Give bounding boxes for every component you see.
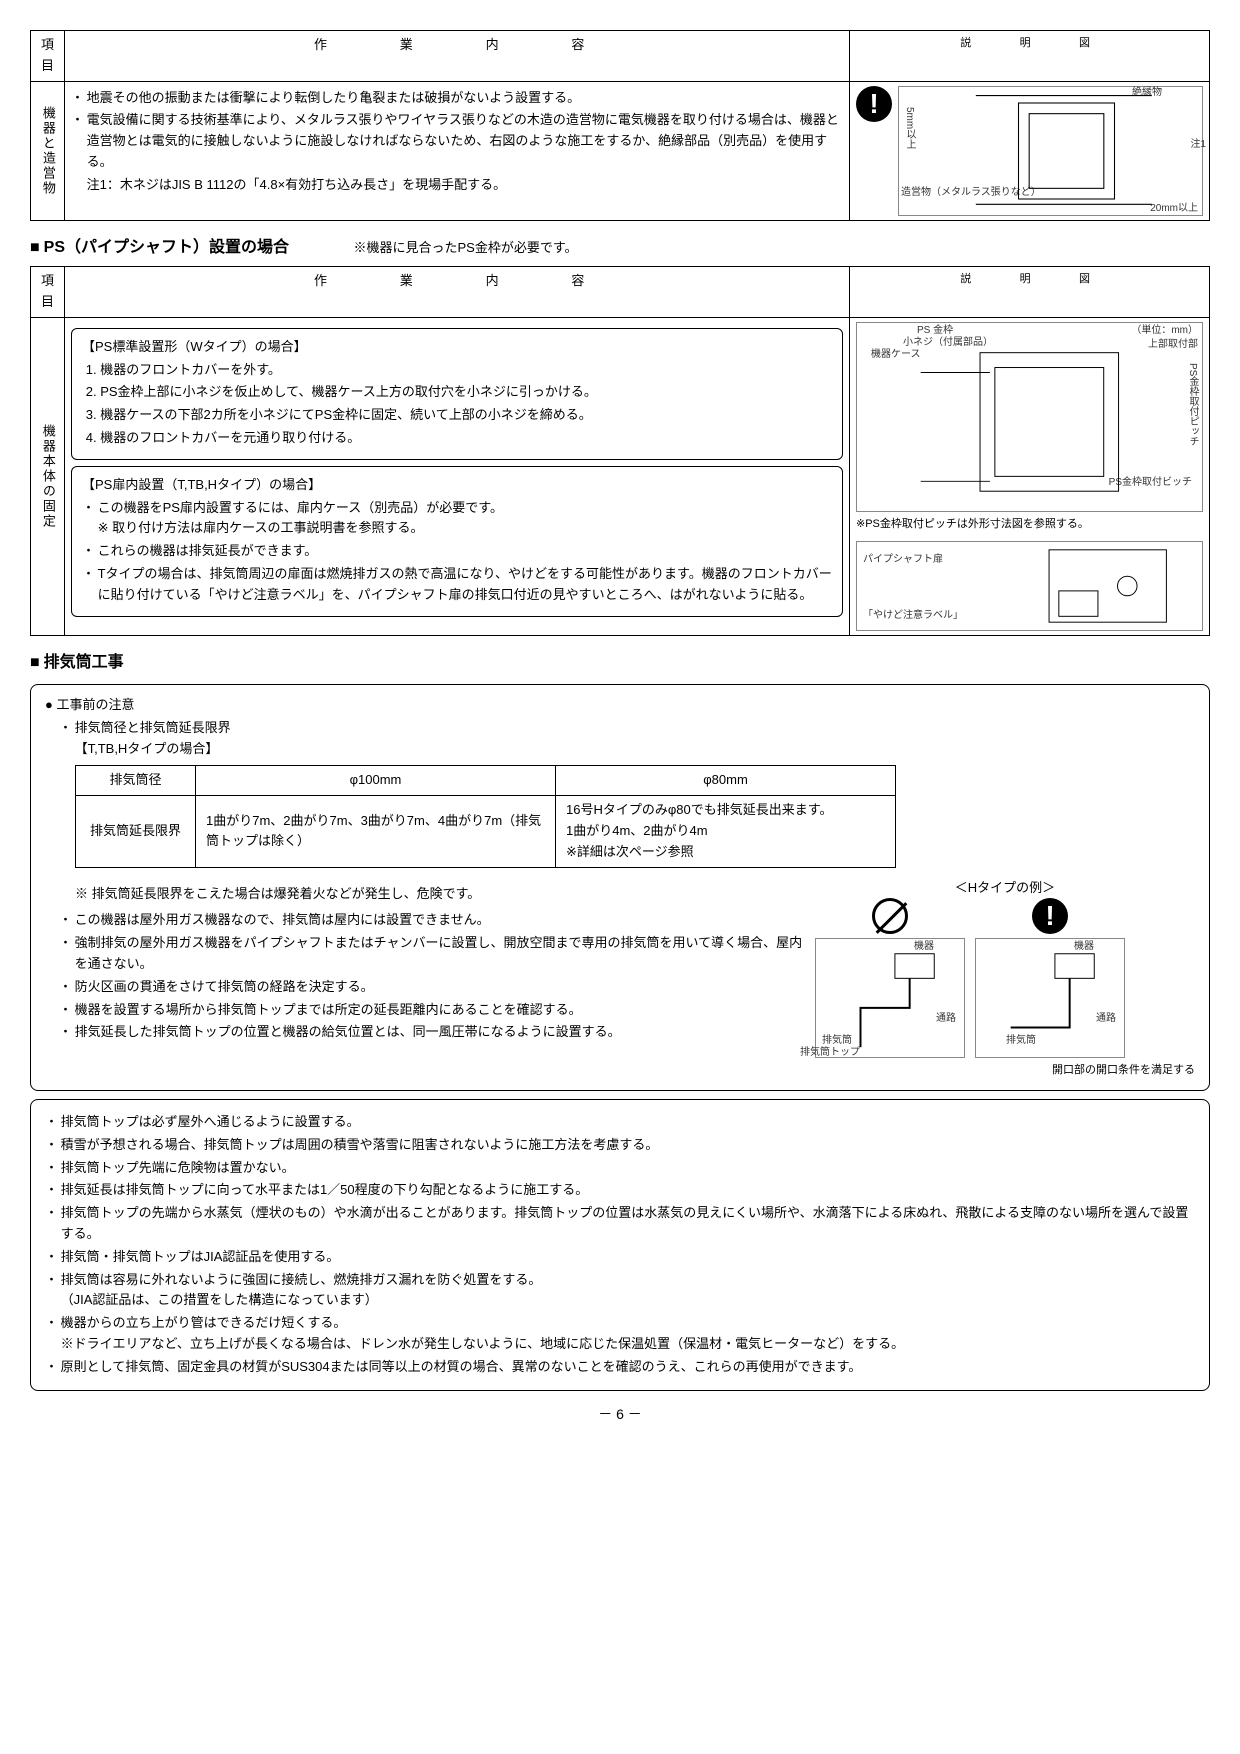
ps-section: PS（パイプシャフト）設置の場合 ※機器に見合ったPS金枠が必要です。: [30, 235, 1210, 261]
t1-b2: 電気設備に関する技術基準により、メタルラス張りやワイヤラス張りなどの木造の造営物…: [71, 110, 843, 172]
t2-diagram-cell: PS 金枠 小ネジ（付属部品） 機器ケース （単位：mm） 上部取付部 PS金枠…: [850, 317, 1210, 636]
exhaust-limit-table: 排気筒径 φ100mm φ80mm 排気筒延長限界 1曲がり7m、2曲がり7m、…: [75, 765, 896, 867]
t2-box1: 【PS標準設置形（Wタイプ）の場合】 機器のフロントカバーを外す。 PS金枠上部…: [71, 328, 843, 460]
list-item: 積雪が予想される場合、排気筒トップは周囲の積雪や落雪に阻害されないように施工方法…: [45, 1135, 1195, 1156]
t1-note1: 注1：木ネジはJIS B 1112の「4.8×有効打ち込み長さ」を現場手配する。: [87, 175, 843, 196]
t2-box1-title: 【PS標準設置形（Wタイプ）の場合】: [82, 337, 832, 358]
t2-h-item: 項目: [31, 267, 65, 318]
t2-h-work: 作 業 内 容: [65, 267, 850, 318]
t2-h-diag: 説 明 図: [850, 267, 1210, 318]
t1-h-item: 項目: [31, 31, 65, 82]
mid-bullets: この機器は屋外用ガス機器なので、排気筒は屋内には設置できません。強制排気の屋外用…: [59, 910, 805, 1043]
list-item: 機器を設置する場所から排気筒トップまでは所定の延長距離内にあることを確認する。: [59, 1000, 805, 1021]
t2-d1-note: ※PS金枠取付ピッチは外形寸法図を参照する。: [856, 516, 1203, 534]
table-equipment-building: 項目 作 業 内 容 説 明 図 機器と造営物 地震その他の振動または衝撃により…: [30, 30, 1210, 221]
t2-box2-title: 【PS扉内設置（T,TB,Hタイプ）の場合】: [82, 475, 832, 496]
t2-diagram2: パイプシャフト扉 「やけど注意ラベル」: [856, 541, 1203, 631]
list-item: 排気筒は容易に外れないように強固に接続し、燃焼排ガス漏れを防ぐ処置をする。 （J…: [45, 1270, 1195, 1312]
t1-h-diag: 説 明 図: [850, 31, 1210, 82]
t1-row-item: 機器と造営物: [31, 81, 65, 220]
t2-diagram1: PS 金枠 小ネジ（付属部品） 機器ケース （単位：mm） 上部取付部 PS金枠…: [856, 322, 1203, 512]
t2-work-cell: 【PS標準設置形（Wタイプ）の場合】 機器のフロントカバーを外す。 PS金枠上部…: [65, 317, 850, 636]
list-item: 排気延長した排気筒トップの位置と機器の給気位置とは、同一風圧帯になるように設置す…: [59, 1022, 805, 1043]
list-item: 強制排気の屋外用ガス機器をパイプシャフトまたはチャンバーに設置し、開放空間まで専…: [59, 933, 805, 975]
list-item: 排気筒トップは必ず屋外へ通じるように設置する。: [45, 1112, 1195, 1133]
warning-icon: !: [856, 86, 892, 122]
mid-note: ※ 排気筒延長限界をこえた場合は爆発着火などが発生し、危険です。: [75, 884, 805, 905]
t1-h-work: 作 業 内 容: [65, 31, 850, 82]
list-item: 排気筒トップ先端に危険物は置かない。: [45, 1158, 1195, 1179]
exhaust-box2: 排気筒トップは必ず屋外へ通じるように設置する。積雪が予想される場合、排気筒トップ…: [30, 1099, 1210, 1391]
list-item: 排気延長は排気筒トップに向って水平または1／50程度の下り勾配となるように施工す…: [45, 1180, 1195, 1201]
list-item: 排気筒・排気筒トップはJIA認証品を使用する。: [45, 1247, 1195, 1268]
list-item: 防火区画の貫通をさけて排気筒の経路を決定する。: [59, 977, 805, 998]
warning-icon-2: !: [1032, 898, 1068, 934]
prohibit-icon: [872, 898, 908, 934]
list-item: 原則として排気筒、固定金具の材質がSUS304または同等以上の材質の場合、異常の…: [45, 1357, 1195, 1378]
t2-box2: 【PS扉内設置（T,TB,Hタイプ）の場合】 この機器をPS扉内設置するには、扉…: [71, 466, 843, 617]
t2-row-item: 機器本体の固定: [31, 317, 65, 636]
t1-b1: 地震その他の振動または衝撃により転倒したり亀裂または破損がないよう設置する。: [71, 88, 843, 109]
h-example-area: ＜Hタイプの例＞ 機器 通路 排気筒 排気筒トップ: [815, 878, 1195, 1080]
t1-diagram-cell: ! 絶縁物 5mm以上 注1 造営物（メタルラス張りなど） 20mm以上: [850, 81, 1210, 220]
list-item: この機器は屋外用ガス機器なので、排気筒は屋内には設置できません。: [59, 910, 805, 931]
list-item: 機器からの立ち上がり管はできるだけ短くする。 ※ドライエリアなど、立ち上げが長く…: [45, 1313, 1195, 1355]
t1-work-cell: 地震その他の振動または衝撃により転倒したり亀裂または破損がないよう設置する。 電…: [65, 81, 850, 220]
ps-note-right: ※機器に見合ったPS金枠が必要です。: [353, 240, 577, 255]
table-ps-install: 項目 作 業 内 容 説 明 図 機器本体の固定 【PS標準設置形（Wタイプ）の…: [30, 266, 1210, 636]
exhaust-box1: ● 工事前の注意 排気筒径と排気筒延長限界 【T,TB,Hタイプの場合】 排気筒…: [30, 684, 1210, 1091]
lower-bullets: 排気筒トップは必ず屋外へ通じるように設置する。積雪が予想される場合、排気筒トップ…: [45, 1112, 1195, 1378]
page-number: － 6 －: [30, 1403, 1210, 1425]
exhaust-title: 排気筒工事: [30, 650, 1210, 676]
list-item: 排気筒トップの先端から水蒸気（煙状のもの）や水滴が出ることがあります。排気筒トッ…: [45, 1203, 1195, 1245]
t1-diagram: 絶縁物 5mm以上 注1 造営物（メタルラス張りなど） 20mm以上: [898, 86, 1203, 216]
pre-title: ● 工事前の注意: [45, 695, 1195, 716]
